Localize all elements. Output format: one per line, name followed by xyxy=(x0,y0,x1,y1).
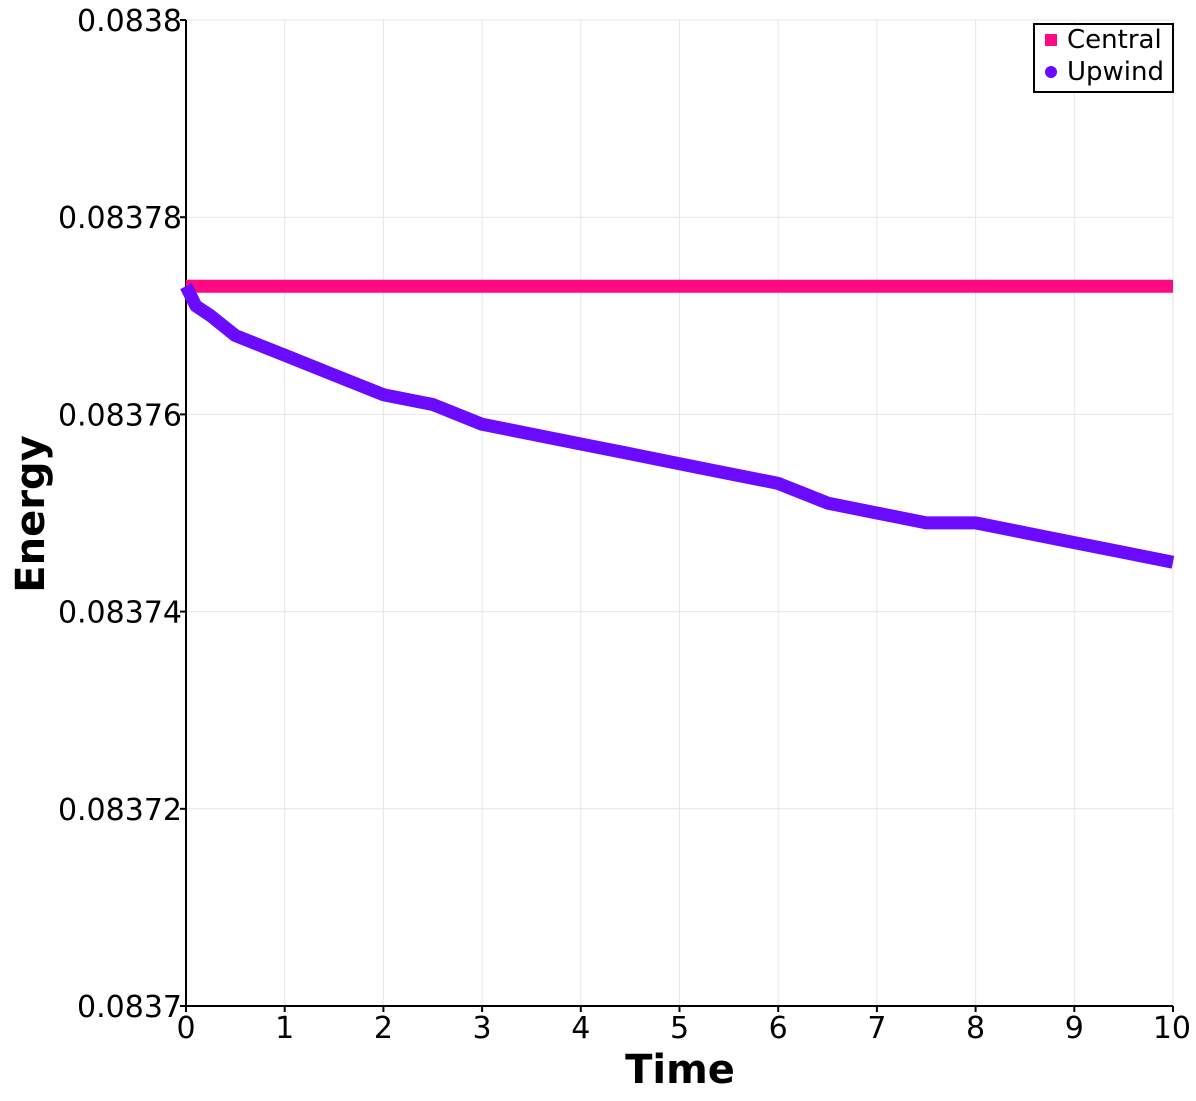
x-tick-label-8: 8 xyxy=(966,1011,985,1046)
y-tick-label-4: 0.08378 xyxy=(58,201,182,236)
x-tick-label-6: 6 xyxy=(769,1011,788,1046)
legend-marker-upwind xyxy=(1045,66,1057,78)
x-tick-label-3: 3 xyxy=(473,1011,492,1046)
y-axis-title: Energy xyxy=(8,435,54,592)
legend: Central Upwind xyxy=(1033,23,1174,93)
tick-labels: 0 1 2 3 4 5 6 7 8 9 10 0.0837 0.08372 0.08374 0.08376 0… xyxy=(58,4,1191,1046)
y-tick-label-3: 0.08376 xyxy=(58,398,182,433)
axes xyxy=(180,19,1174,1012)
series-line-upwind xyxy=(180,283,1175,569)
x-tick-label-4: 4 xyxy=(571,1011,590,1046)
x-tick-label-2: 2 xyxy=(374,1011,393,1046)
y-tick-label-2: 0.08374 xyxy=(58,596,182,631)
x-tick-label-9: 9 xyxy=(1065,1011,1084,1046)
x-tick-label-10: 10 xyxy=(1153,1011,1191,1046)
x-axis-title: Time xyxy=(625,1047,735,1093)
grid xyxy=(185,19,1174,1007)
legend-label-upwind: Upwind xyxy=(1067,57,1164,87)
legend-box xyxy=(1033,23,1174,93)
y-tick-label-1: 0.08372 xyxy=(58,793,182,828)
legend-label-central: Central xyxy=(1067,25,1162,55)
x-tick-label-5: 5 xyxy=(670,1011,689,1046)
y-tick-label-0: 0.0837 xyxy=(77,990,182,1025)
y-tick-label-5: 0.0838 xyxy=(77,4,182,39)
x-tick-label-0: 0 xyxy=(176,1011,195,1046)
x-tick-label-1: 1 xyxy=(275,1011,294,1046)
series xyxy=(180,279,1175,569)
x-tick-label-7: 7 xyxy=(867,1011,886,1046)
legend-marker-central xyxy=(1045,34,1057,46)
